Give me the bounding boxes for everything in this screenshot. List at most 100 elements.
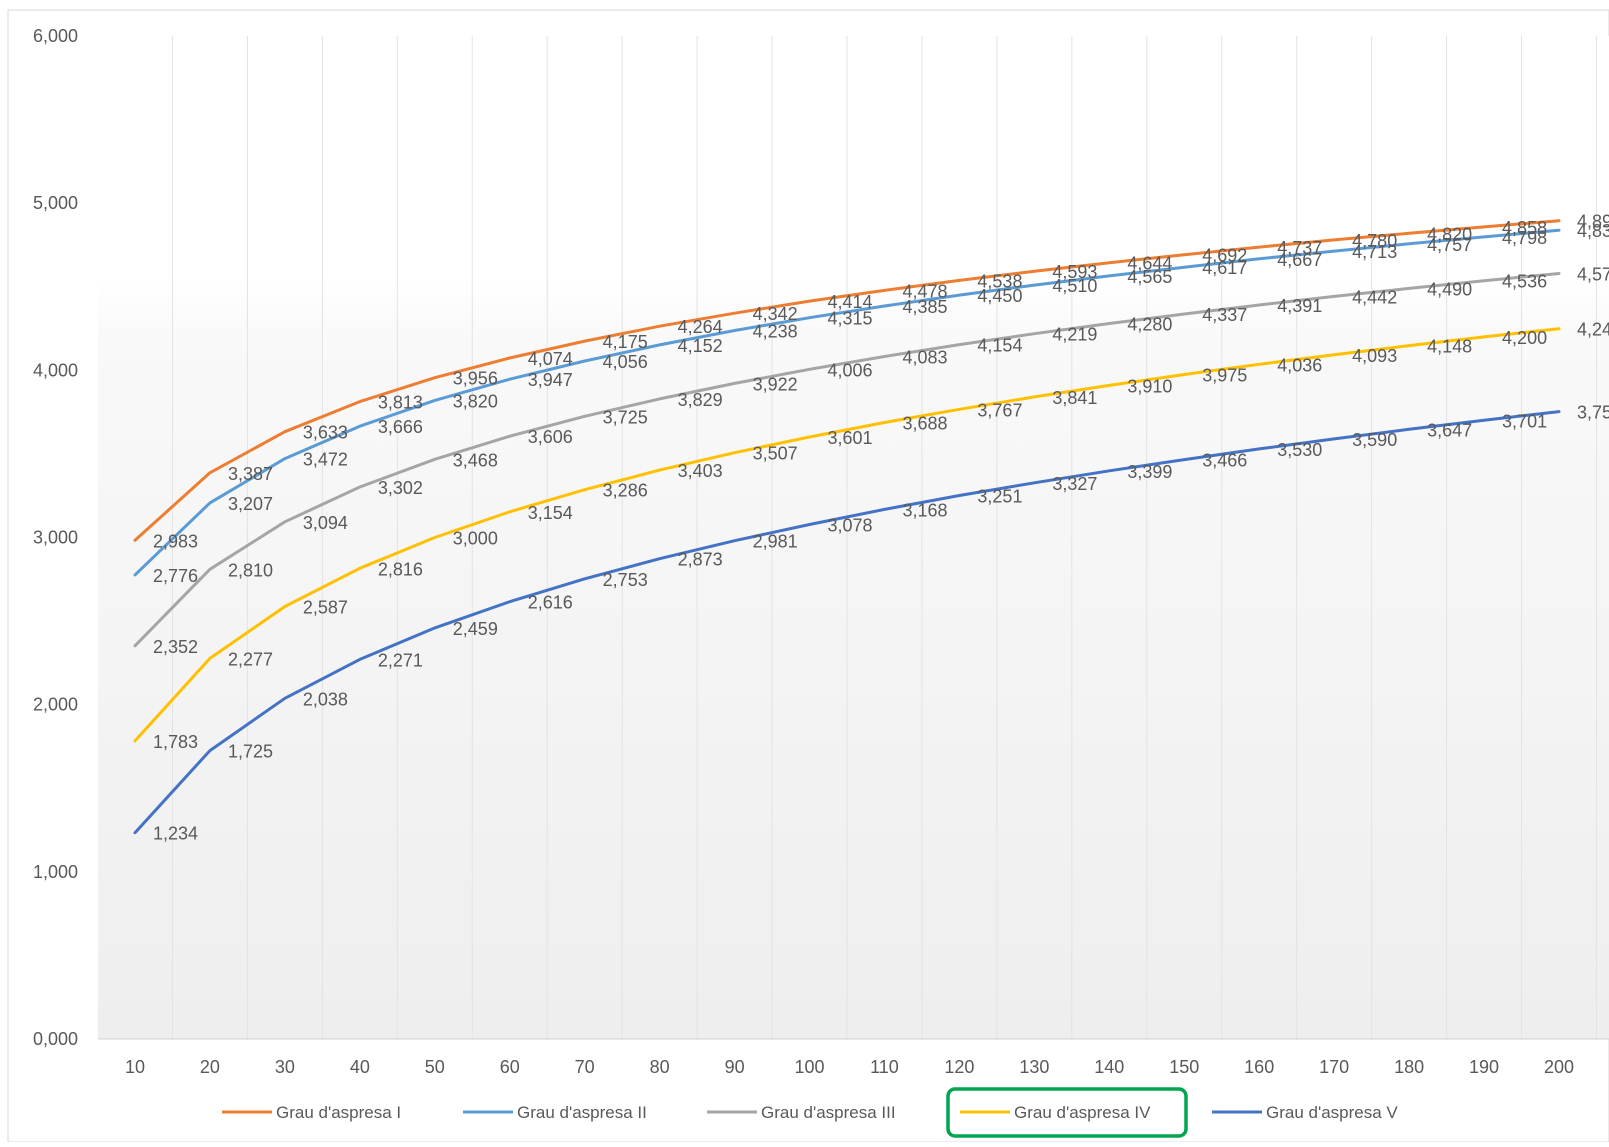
data-label: 4,264 [678,317,723,337]
data-label: 4,219 [1052,325,1097,345]
data-label: 1,783 [153,732,198,752]
data-label: 3,094 [303,513,348,533]
data-label: 3,701 [1502,411,1547,431]
data-label: 4,280 [1127,315,1172,335]
data-label: 3,530 [1277,440,1322,460]
data-label: 2,271 [378,650,423,670]
data-label: 3,472 [303,450,348,470]
data-label: 4,490 [1427,279,1472,299]
data-label: 3,168 [902,500,947,520]
data-label: 3,466 [1202,451,1247,471]
data-label: 2,983 [153,531,198,551]
data-label: 3,468 [453,450,498,470]
x-tick-label: 100 [795,1057,825,1077]
legend-label: Grau d'aspresa II [517,1103,647,1122]
y-tick-label: 4,000 [33,360,78,380]
data-label: 3,647 [1427,420,1472,440]
data-label: 3,601 [828,428,873,448]
data-label: 3,207 [228,494,273,514]
data-label: 3,251 [977,487,1022,507]
data-label: 4,152 [678,336,723,356]
legend-label: Grau d'aspresa IV [1014,1103,1151,1122]
x-tick-label: 20 [200,1057,220,1077]
data-label: 3,725 [603,407,648,427]
data-label: 2,776 [153,566,198,586]
data-label: 4,337 [1202,305,1247,325]
data-label: 3,813 [378,393,423,413]
x-tick-label: 190 [1469,1057,1499,1077]
data-label: 4,074 [528,349,573,369]
data-label: 4,036 [1277,355,1322,375]
y-tick-label: 1,000 [33,862,78,882]
x-tick-label: 150 [1169,1057,1199,1077]
data-label: 4,175 [603,332,648,352]
data-label: 4,083 [902,347,947,367]
data-label: 1,234 [153,824,198,844]
y-tick-label: 3,000 [33,528,78,548]
data-label: 3,403 [678,461,723,481]
x-tick-label: 70 [575,1057,595,1077]
data-label: 2,981 [753,532,798,552]
data-label: 4,315 [828,309,873,329]
data-label: 3,387 [228,464,273,484]
x-tick-label: 60 [500,1057,520,1077]
data-label: 2,810 [228,560,273,580]
data-label: 4,713 [1352,242,1397,262]
data-label: 3,753 [1577,403,1609,423]
data-label: 3,767 [977,400,1022,420]
data-label: 4,391 [1277,296,1322,316]
data-label: 2,459 [453,619,498,639]
data-label: 4,056 [603,352,648,372]
data-label: 4,757 [1427,235,1472,255]
data-label: 4,536 [1502,272,1547,292]
data-label: 4,148 [1427,337,1472,357]
data-label: 3,606 [528,427,573,447]
x-tick-label: 180 [1394,1057,1424,1077]
data-label: 4,154 [977,336,1022,356]
x-tick-label: 130 [1019,1057,1049,1077]
data-label: 3,922 [753,374,798,394]
data-label: 3,399 [1127,462,1172,482]
data-label: 1,725 [228,742,273,762]
data-label: 4,838 [1577,221,1609,241]
data-label: 3,910 [1127,376,1172,396]
x-tick-label: 200 [1544,1057,1574,1077]
legend-label: Grau d'aspresa V [1266,1103,1398,1122]
data-label: 2,616 [528,593,573,613]
data-label: 2,277 [228,649,273,669]
y-tick-label: 6,000 [33,26,78,46]
data-label: 3,154 [528,503,573,523]
data-label: 4,667 [1277,250,1322,270]
data-label: 4,006 [828,360,873,380]
data-label: 2,038 [303,689,348,709]
x-tick-label: 160 [1244,1057,1274,1077]
data-label: 3,302 [378,478,423,498]
data-label: 4,617 [1202,258,1247,278]
data-label: 3,841 [1052,388,1097,408]
data-label: 3,000 [453,529,498,549]
data-label: 4,093 [1352,346,1397,366]
data-label: 4,798 [1502,228,1547,248]
data-label: 2,352 [153,637,198,657]
data-label: 2,753 [603,570,648,590]
x-tick-label: 10 [125,1057,145,1077]
data-label: 3,829 [678,390,723,410]
legend-label: Grau d'aspresa I [276,1103,401,1122]
x-tick-label: 50 [425,1057,445,1077]
data-label: 3,688 [902,413,947,433]
data-label: 2,873 [678,550,723,570]
data-label: 3,820 [453,391,498,411]
x-tick-label: 140 [1094,1057,1124,1077]
data-label: 4,510 [1052,276,1097,296]
data-label: 4,385 [902,297,947,317]
y-tick-label: 0,000 [33,1029,78,1049]
data-label: 3,975 [1202,366,1247,386]
x-tick-label: 40 [350,1057,370,1077]
data-label: 4,579 [1577,265,1609,285]
data-label: 4,249 [1577,320,1609,340]
x-tick-label: 170 [1319,1057,1349,1077]
data-label: 3,633 [303,423,348,443]
data-label: 4,200 [1502,328,1547,348]
